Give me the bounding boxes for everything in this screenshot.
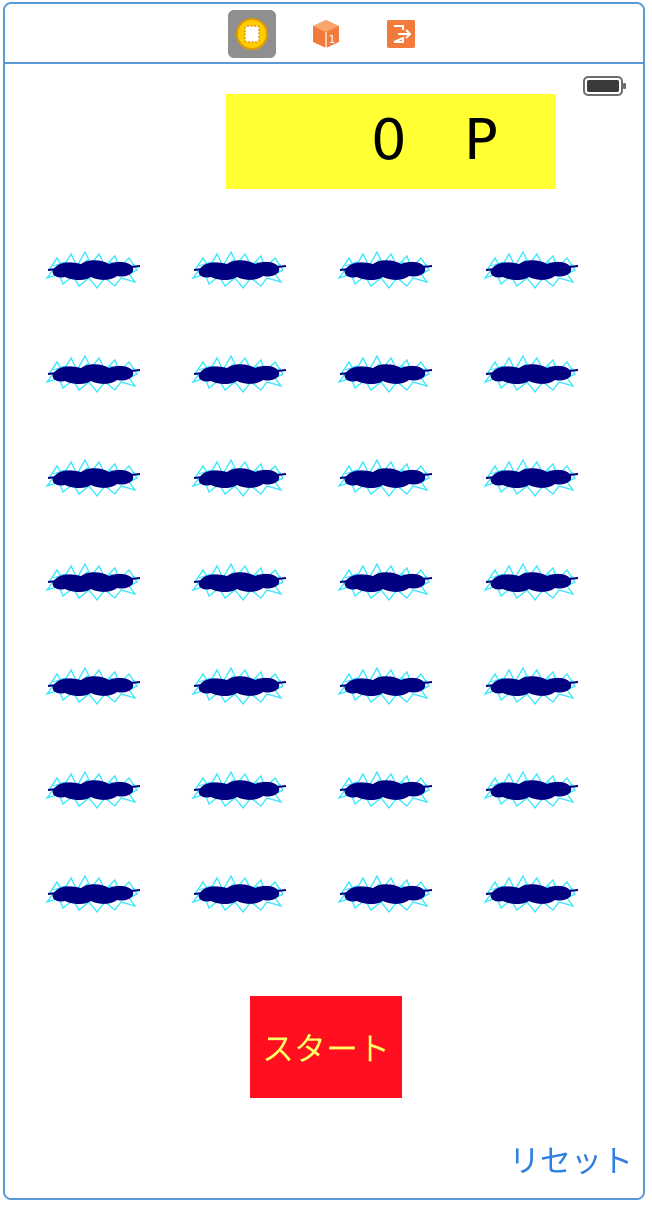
battery-icon [583,76,626,96]
mole-splash-icon[interactable] [337,664,433,706]
mole-splash-icon[interactable] [45,352,141,394]
mole-splash-icon[interactable] [45,872,141,914]
start-button[interactable]: スタート [250,996,402,1098]
mole-splash-icon[interactable] [337,768,433,810]
mole-splash-icon[interactable] [337,456,433,498]
mole-splash-icon[interactable] [191,768,287,810]
score-value: 0 [371,108,407,173]
mole-splash-icon[interactable] [191,248,287,290]
exit-dock-button[interactable] [377,10,425,58]
exit-icon [387,20,415,48]
reset-button[interactable]: リセット [509,1140,633,1184]
mole-splash-icon[interactable] [483,664,579,706]
mole-grid [45,248,605,928]
mole-splash-icon[interactable] [191,664,287,706]
mole-splash-icon[interactable] [483,872,579,914]
mole-splash-icon[interactable] [191,352,287,394]
mole-splash-icon[interactable] [337,248,433,290]
mole-splash-icon[interactable] [483,248,579,290]
mole-splash-icon[interactable] [337,872,433,914]
mole-splash-icon[interactable] [337,560,433,602]
mole-splash-icon[interactable] [45,664,141,706]
mole-splash-icon[interactable] [191,560,287,602]
score-display: 0 P [226,94,556,189]
mole-splash-icon[interactable] [45,456,141,498]
mole-splash-icon[interactable] [483,456,579,498]
mole-splash-icon[interactable] [191,872,287,914]
first-responder-icon: 1 [313,20,339,48]
mole-splash-icon[interactable] [45,248,141,290]
first-responder-dock-button[interactable]: 1 [302,10,350,58]
svg-text:1: 1 [329,33,336,46]
score-unit: P [464,108,498,173]
view-controller-icon [236,18,268,50]
scene-dock: 1 [5,4,643,64]
mole-splash-icon[interactable] [483,560,579,602]
mole-splash-icon[interactable] [483,768,579,810]
mole-splash-icon[interactable] [191,456,287,498]
mole-splash-icon[interactable] [337,352,433,394]
view-controller-dock-button[interactable] [228,10,276,58]
scene-frame: 1 0 P スタート リセット [3,2,645,1200]
mole-splash-icon[interactable] [483,352,579,394]
mole-splash-icon[interactable] [45,768,141,810]
mole-splash-icon[interactable] [45,560,141,602]
